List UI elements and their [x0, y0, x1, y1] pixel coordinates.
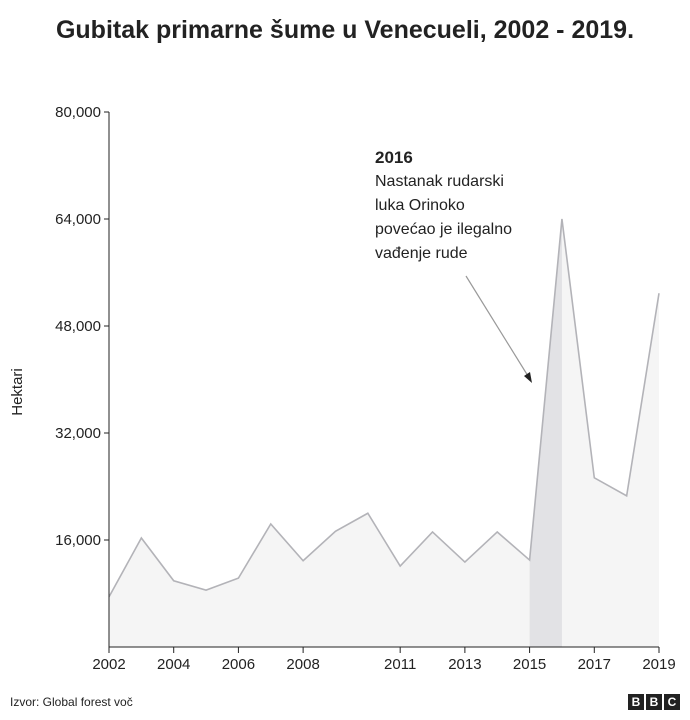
x-tick-label: 2004 [157, 656, 190, 673]
arrowhead-icon [524, 372, 532, 383]
annotation-title: 2016 [375, 148, 413, 167]
annotation-line: vađenje rude [375, 245, 468, 262]
x-tick-label: 2015 [513, 656, 546, 673]
annotation-arrow [465, 275, 529, 377]
x-tick-label: 2002 [92, 656, 125, 673]
y-tick-label: 16,000 [55, 532, 101, 549]
source-note: Izvor: Global forest voč [10, 695, 133, 709]
logo-letter: B [646, 694, 662, 710]
x-tick-label: 2019 [642, 656, 675, 673]
highlight-band [529, 219, 562, 647]
y-tick-label: 32,000 [55, 425, 101, 442]
x-tick-label: 2013 [448, 656, 481, 673]
annotation: 2016 Nastanak rudarski luka Orinoko pove… [375, 146, 512, 266]
x-tick-label: 2006 [222, 656, 255, 673]
area-fill [109, 219, 659, 647]
series-line [108, 218, 660, 598]
chart-title: Gubitak primarne šume u Venecueli, 2002 … [55, 16, 635, 44]
annotation-line: luka Orinoko [375, 197, 465, 214]
logo-letter: B [628, 694, 644, 710]
x-tick-label: 2011 [384, 656, 416, 673]
x-tick-label: 2008 [286, 656, 319, 673]
y-tick-label: 80,000 [55, 104, 101, 121]
logo-letter: C [664, 694, 680, 710]
annotation-line: Nastanak rudarski [375, 173, 504, 190]
annotation-line: povećao je ilegalno [375, 221, 512, 238]
y-tick-label: 48,000 [55, 318, 101, 335]
y-axis-label: Hektari [9, 368, 26, 416]
bbc-logo: B B C [628, 694, 680, 710]
y-tick-label: 64,000 [55, 211, 101, 228]
x-tick-label: 2017 [578, 656, 611, 673]
